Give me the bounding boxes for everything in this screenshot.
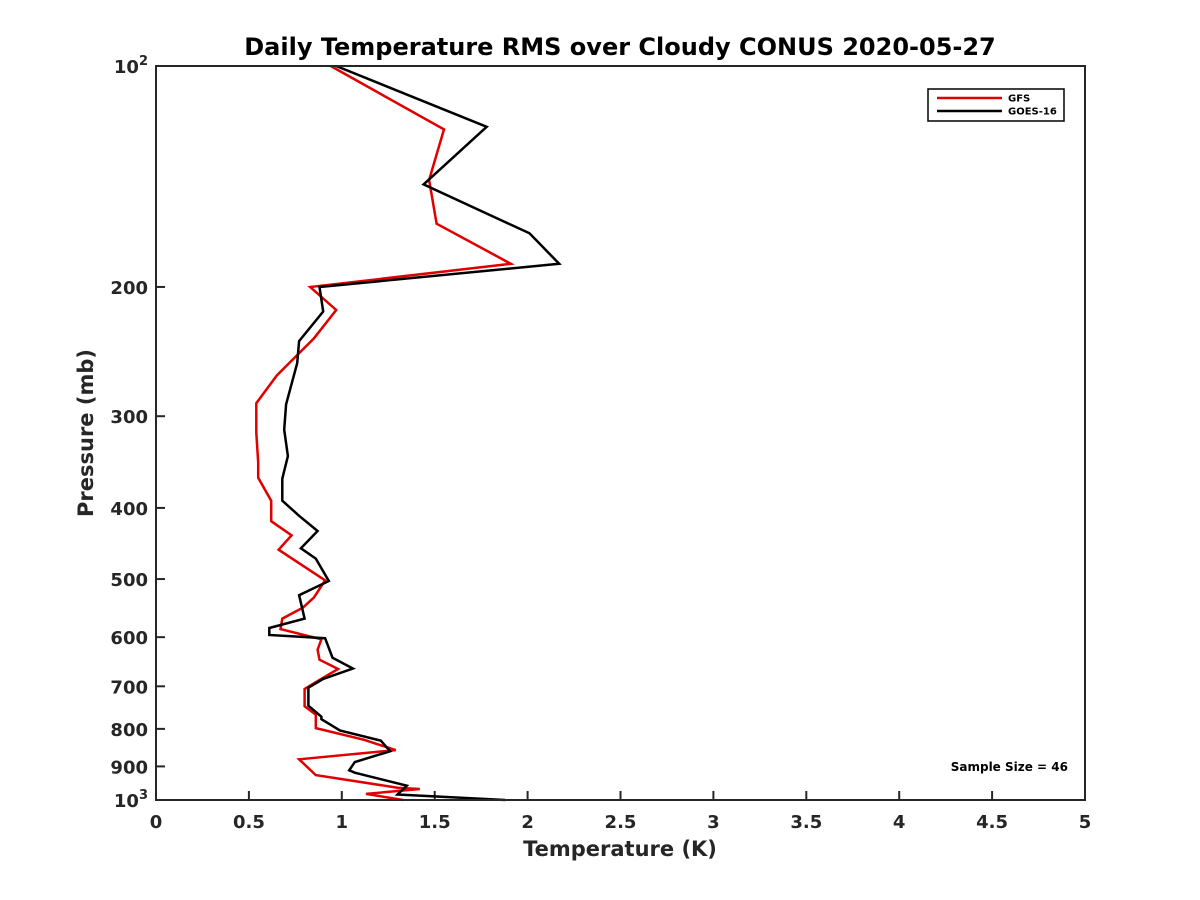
- y-tick-label: 700: [110, 677, 148, 698]
- x-tick-label: 1: [336, 812, 349, 833]
- x-tick-label: 3: [707, 812, 720, 833]
- legend: GFS GOES-16: [927, 88, 1065, 122]
- y-tick-label: 103: [114, 788, 148, 812]
- y-tick-label: 500: [110, 570, 148, 591]
- series-layer: [255, 64, 562, 802]
- sample-size-annotation: Sample Size = 46: [951, 760, 1068, 774]
- legend-label-gfs: GFS: [1008, 94, 1030, 105]
- y-axis-label: Pressure (mb): [74, 349, 98, 517]
- x-tick-label: 1.5: [419, 812, 451, 833]
- axis-ticks: 0 0.5 1 1.5 2 2.5 3 3.5 4 4.5 5 102 200 300 400 500 600 7…: [110, 54, 1091, 833]
- y-tick-label: 800: [110, 720, 148, 741]
- x-tick-label: 4: [893, 812, 906, 833]
- y-tick-label: 300: [110, 407, 148, 428]
- plot-area-axes: [155, 65, 1086, 801]
- series-line-goes-16: [268, 64, 562, 802]
- series-line-gfs: [255, 64, 515, 802]
- x-tick-label: 2: [521, 812, 534, 833]
- x-axis-label: Temperature (K): [523, 837, 717, 861]
- y-tick-label: 200: [110, 278, 148, 299]
- x-tick-label: 3.5: [790, 812, 822, 833]
- legend-box: [927, 88, 1065, 122]
- y-tick-label: 900: [110, 757, 148, 778]
- x-tick-label: 4.5: [976, 812, 1008, 833]
- chart-title: Daily Temperature RMS over Cloudy CONUS …: [244, 33, 996, 61]
- legend-label-goes-16: GOES-16: [1008, 107, 1057, 118]
- y-tick-label: 102: [114, 54, 148, 78]
- y-tick-label: 600: [110, 628, 148, 649]
- x-tick-label: 2.5: [605, 812, 637, 833]
- y-tick-label: 400: [110, 499, 148, 520]
- x-tick-label: 0.5: [233, 812, 265, 833]
- x-tick-label: 5: [1079, 812, 1092, 833]
- x-tick-label: 0: [150, 812, 163, 833]
